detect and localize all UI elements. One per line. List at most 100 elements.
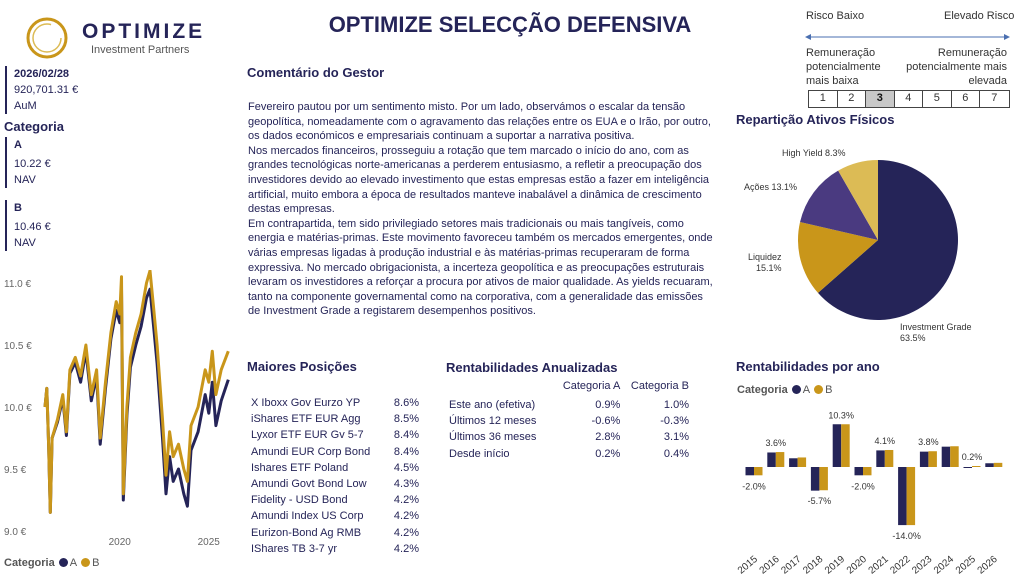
nav-value: 10.22 € (14, 158, 51, 170)
bar-b-2024 (950, 446, 959, 467)
column-header: Categoria B (630, 380, 689, 392)
line-legend: Categoria A B (4, 557, 99, 569)
nav-category: A (14, 139, 22, 151)
table-row: Desde início 0.2% 0.4% (449, 446, 689, 462)
legend-title: Categoria (737, 384, 788, 396)
risk-level-3: 3 (866, 91, 895, 107)
risk-level-5: 5 (923, 91, 952, 107)
table-row: Últimos 12 meses -0.6% -0.3% (449, 413, 689, 429)
bar-b-2019 (841, 424, 850, 467)
comment-paragraph: Em contrapartida, tem sido privilegiado … (248, 217, 713, 318)
value-b: 1.0% (663, 399, 689, 412)
pie-label: High Yield 8.3% (782, 148, 846, 158)
value-a: 0.9% (595, 399, 621, 412)
bar-b-2021 (884, 449, 894, 467)
row-label: Desde início (449, 447, 510, 460)
position-name: Fidelity - USD Bond (251, 494, 348, 507)
bar-legend: Categoria A B (737, 384, 832, 396)
x-tick-label: 2024 (932, 554, 956, 577)
positions-table: X Iboxx Gov Eurzo YP 8.6% iShares ETF EUR … (251, 395, 419, 557)
row-label: Este ano (efetiva) (449, 399, 536, 412)
data-label: 10.3% (828, 410, 854, 420)
table-header-row: Categoria A Categoria B (449, 375, 689, 397)
risk-level-1: 1 (809, 91, 838, 107)
pie-label: Liquidez (748, 252, 782, 262)
data-label: 0.2% (962, 452, 983, 462)
aum-value: 920,701.31 € (14, 84, 79, 96)
risk-level-4: 4 (895, 91, 923, 107)
value-a: 2.8% (595, 431, 621, 444)
position-name: Eurizon-Bond Ag RMB (251, 526, 362, 539)
x-tick-label: 2016 (758, 554, 782, 577)
position-name: IShares TB 3-7 yr (251, 542, 337, 555)
x-tick-label: 2026 (976, 554, 1000, 577)
pie-slice-liquidez (798, 222, 878, 293)
x-tick-label: 2022 (888, 554, 912, 577)
position-weight: 8.4% (393, 445, 419, 458)
legend-b[interactable]: B (825, 384, 833, 396)
legend-dot-b-icon (814, 385, 824, 394)
table-row: Este ano (efetiva) 0.9% 1.0% (449, 397, 689, 413)
table-row: Ishares ETF Poland 4.5% (251, 460, 419, 476)
position-weight: 4.2% (393, 526, 419, 539)
logo (22, 13, 72, 66)
position-weight: 4.2% (393, 542, 419, 555)
legend-title: Categoria (4, 557, 55, 569)
x-tick-label: 2020 (109, 537, 132, 548)
x-tick-label: 2017 (779, 554, 803, 577)
bar-a-2016 (767, 452, 776, 467)
legend-dot-a-icon (791, 385, 801, 394)
table-row: Lyxor ETF EUR Gv 5-7 8.4% (251, 427, 419, 443)
table-row: Fidelity - USD Bond 4.2% (251, 492, 419, 508)
table-row: X Iboxx Gov Eurzo YP 8.6% (251, 395, 419, 411)
x-tick-label: 2019 (823, 554, 847, 577)
bar-a-2025 (963, 467, 972, 468)
legend-a[interactable]: A (802, 384, 811, 396)
bar-a-2026 (985, 463, 994, 467)
risk-level-7: 7 (991, 92, 998, 104)
bar-b-2016 (775, 452, 785, 467)
x-tick-label: 2018 (801, 554, 825, 577)
comment-paragraph: Nos mercados financeiros, prosseguiu a r… (248, 144, 710, 216)
logo-subtitle: Investment Partners (91, 44, 190, 56)
bar-a-2015 (745, 467, 754, 476)
nav-line-chart: 9.0 € 9.5 € 10.0 € 10.5 € 11.0 € 2020 2025 (4, 270, 230, 548)
bar-a-2024 (941, 446, 951, 467)
table-row: Amundi EUR Corp Bond 8.4% (251, 444, 419, 460)
table-row: Amundi Index US Corp 4.2% (251, 508, 419, 524)
legend-a[interactable]: A (69, 557, 78, 569)
aum-card: 2026/02/28 920,701.31 € AuM (5, 66, 78, 114)
bar-b-2025 (972, 466, 981, 467)
legend-dot-a-icon (58, 558, 68, 567)
row-label: Últimos 12 meses (449, 415, 537, 428)
bar-b-2018 (819, 467, 828, 491)
bar-a-2020 (854, 467, 863, 476)
data-label: -2.0% (742, 481, 766, 491)
position-name: X Iboxx Gov Eurzo YP (251, 397, 361, 410)
position-weight: 4.5% (393, 461, 419, 474)
y-tick-label: 9.0 € (4, 527, 27, 538)
bar-a-2017 (789, 458, 798, 467)
bar-a-2021 (876, 450, 885, 467)
x-tick-label: 2025 (198, 537, 221, 548)
table-row: IShares TB 3-7 yr 4.2% (251, 541, 419, 557)
position-weight: 8.6% (393, 397, 419, 410)
value-a: 0.2% (595, 447, 621, 460)
x-tick-label: 2021 (867, 554, 891, 577)
risk-high-label: Elevado Risco (944, 10, 1015, 22)
legend-b[interactable]: B (92, 557, 100, 569)
comment-title: Comentário do Gestor (247, 65, 385, 80)
pie-label: Ações 13.1% (744, 182, 797, 192)
y-tick-label: 9.5 € (4, 465, 27, 476)
position-name: Ishares ETF Poland (251, 461, 349, 474)
bar-b-2026 (993, 462, 1003, 467)
value-a: -0.6% (591, 415, 621, 428)
position-name: Amundi EUR Corp Bond (251, 445, 371, 458)
data-label: 3.8% (918, 437, 939, 447)
aum-date: 2026/02/28 (14, 68, 70, 80)
x-tick-label: 2015 (736, 554, 760, 577)
table-row: Amundi Govt Bond Low 4.3% (251, 476, 419, 492)
x-tick-label: 2025 (954, 554, 978, 577)
column-header: Categoria A (562, 380, 621, 392)
